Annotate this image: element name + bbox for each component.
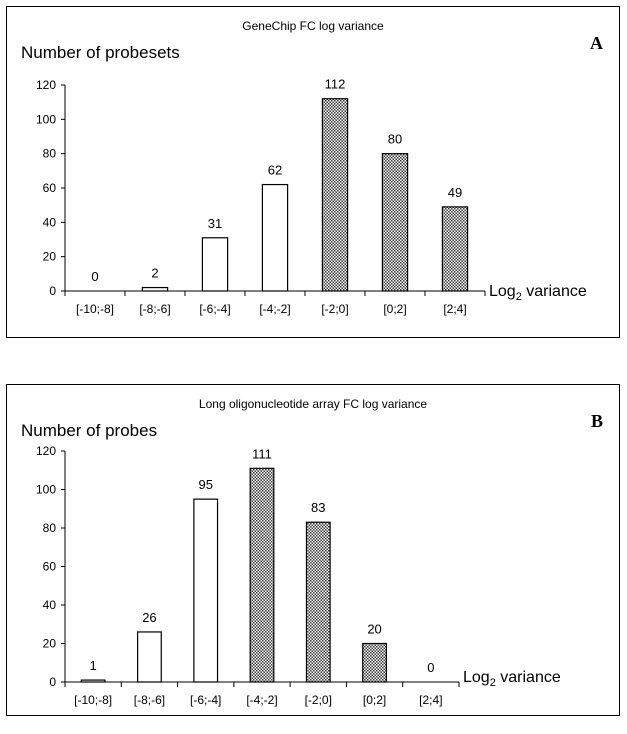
- y-tick-label: 120: [36, 78, 56, 92]
- bar: [441, 206, 469, 292]
- x-axis-label-subscript: 2: [489, 677, 496, 690]
- y-tick-label: 60: [43, 181, 57, 195]
- bar: [381, 153, 409, 292]
- x-axis-label: Log2 variance: [489, 283, 587, 303]
- bar-value-label: 112: [325, 77, 346, 92]
- bar: [141, 286, 169, 292]
- y-tick-label: 0: [49, 675, 56, 689]
- y-tick-label: 100: [36, 112, 56, 126]
- bar-value-label: 49: [448, 185, 462, 200]
- y-tick-label: 120: [36, 444, 56, 458]
- bar-value-label: 26: [142, 610, 156, 625]
- y-axis-label: Number of probes: [21, 421, 158, 440]
- x-axis-label-main: Log: [489, 283, 516, 300]
- x-tick-label: [-2;0]: [321, 302, 348, 316]
- chart-plot-b: 0 20 40 60 80 100 120 [-10;-8] 1 [-8;-6] 26 [-6;-4]…: [36, 444, 460, 707]
- x-tick-label: [2;4]: [443, 302, 466, 316]
- x-tick-label: [-10;-8]: [76, 302, 114, 316]
- bar: [193, 498, 219, 683]
- bar-value-label: 80: [388, 132, 402, 147]
- x-tick-label: [-8;-6]: [134, 693, 165, 707]
- chart-panel-a: GeneChip FC log variance Number of probe…: [6, 6, 620, 338]
- bar: [80, 679, 106, 683]
- bar-value-label: 2: [151, 266, 158, 281]
- x-tick-label: [-8;-6]: [139, 302, 170, 316]
- bar-value-label: 0: [427, 660, 434, 675]
- x-axis-label-main: Log: [463, 669, 490, 686]
- bar-value-label: 95: [198, 477, 212, 492]
- bar: [362, 642, 387, 683]
- y-tick-label: 60: [43, 560, 57, 574]
- bar: [261, 183, 289, 292]
- x-axis-label-subscript: 2: [515, 291, 522, 304]
- bar-value-label: 83: [311, 500, 325, 515]
- y-tick-label: 100: [36, 483, 56, 497]
- x-tick-label: [-2;0]: [305, 693, 332, 707]
- y-axis-label: Number of probesets: [21, 43, 180, 62]
- panel-letter: A: [590, 33, 603, 53]
- y-tick-label: 0: [49, 284, 56, 298]
- x-tick-label: [0;2]: [383, 302, 406, 316]
- bar: [137, 631, 162, 683]
- bar-value-label: 1: [90, 658, 97, 673]
- x-axis-label-rest: variance: [495, 669, 561, 686]
- x-tick-label: [-10;-8]: [74, 693, 112, 707]
- bar-value-label: 111: [252, 446, 272, 461]
- bar-value-label: 62: [268, 163, 282, 178]
- panel-letter: B: [590, 411, 603, 431]
- x-tick-label: [-6;-4]: [190, 693, 221, 707]
- chart-title: GeneChip FC log variance: [242, 19, 384, 33]
- y-tick-label: 20: [43, 250, 57, 264]
- bar-value-label: 0: [91, 269, 98, 284]
- y-tick-label: 40: [43, 215, 57, 229]
- x-tick-label: [2;4]: [419, 693, 442, 707]
- bar: [249, 467, 275, 683]
- bar-value-label: 20: [367, 622, 381, 637]
- x-tick-label: [-4;-2]: [259, 302, 290, 316]
- x-axis-label-rest: variance: [521, 283, 587, 300]
- x-tick-label: [-6;-4]: [199, 302, 230, 316]
- bar: [321, 98, 349, 292]
- bar: [201, 237, 229, 292]
- bar-value-label: 31: [208, 216, 222, 231]
- x-tick-label: [-4;-2]: [246, 693, 277, 707]
- chart-title: Long oligonucleotide array FC log varian…: [198, 397, 428, 411]
- x-axis-label: Log2 variance: [463, 669, 561, 689]
- y-tick-label: 20: [43, 637, 57, 651]
- x-tick-label: [0;2]: [363, 693, 386, 707]
- y-tick-label: 80: [43, 521, 57, 535]
- bar: [305, 521, 331, 683]
- y-tick-label: 80: [43, 147, 57, 161]
- chart-plot-a: 0 20 40 60 80 100 120 [-10;-8] 0 [-8;-6] 2 [-6;-4] 3…: [36, 77, 486, 316]
- chart-panel-b: Long oligonucleotide array FC log varian…: [6, 384, 620, 716]
- y-tick-label: 40: [43, 598, 57, 612]
